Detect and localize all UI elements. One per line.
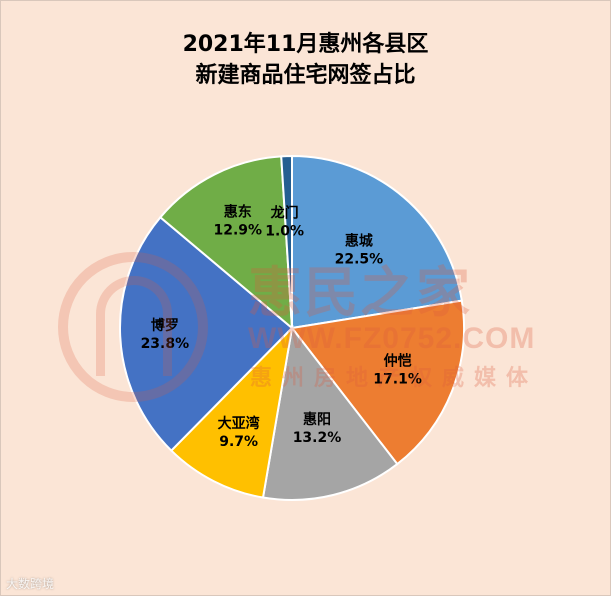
slice-value-4: 23.8% <box>141 336 190 352</box>
chart-title-line-2: 新建商品住宅网签占比 <box>195 63 416 88</box>
slice-label-1: 仲恺 17.1% <box>373 353 422 388</box>
slice-value-5: 12.9% <box>213 223 262 239</box>
source-credit: 大数跨境 <box>6 577 55 591</box>
slice-label-3: 大亚湾 9.7% <box>218 415 260 450</box>
slice-value-3: 9.7% <box>219 434 258 450</box>
slice-label-6: 龙门 1.0% <box>265 204 304 239</box>
slice-name-2: 惠阳 <box>303 411 331 428</box>
pie-slice-0 <box>291 154 463 330</box>
slice-name-5: 惠东 <box>224 204 252 221</box>
slice-value-0: 22.5% <box>335 251 384 267</box>
slice-label-2: 惠阳 13.2% <box>293 411 342 446</box>
slice-name-6: 龙门 <box>270 204 299 221</box>
pie-slice-4 <box>119 215 294 452</box>
slice-label-4: 博罗 23.8% <box>141 317 190 352</box>
slice-label-5: 惠东 12.9% <box>213 204 262 239</box>
slice-name-0: 惠城 <box>345 232 373 249</box>
slice-name-4: 博罗 <box>151 317 179 334</box>
chart-title-line-1: 2021年11月惠州各县区 <box>182 32 429 57</box>
slice-value-1: 17.1% <box>373 372 422 388</box>
pie-slice-6 <box>280 154 293 329</box>
pie-slice-3 <box>169 325 294 499</box>
slice-label-0: 惠城 22.5% <box>335 232 384 267</box>
slice-value-2: 13.2% <box>293 430 342 446</box>
pie-slice-2 <box>261 325 399 501</box>
slice-name-1: 仲恺 <box>384 353 412 370</box>
slice-name-3: 大亚湾 <box>218 415 260 432</box>
slice-value-6: 1.0% <box>265 223 304 239</box>
pie-slice-5 <box>158 155 294 331</box>
pie-slice-1 <box>290 299 465 466</box>
